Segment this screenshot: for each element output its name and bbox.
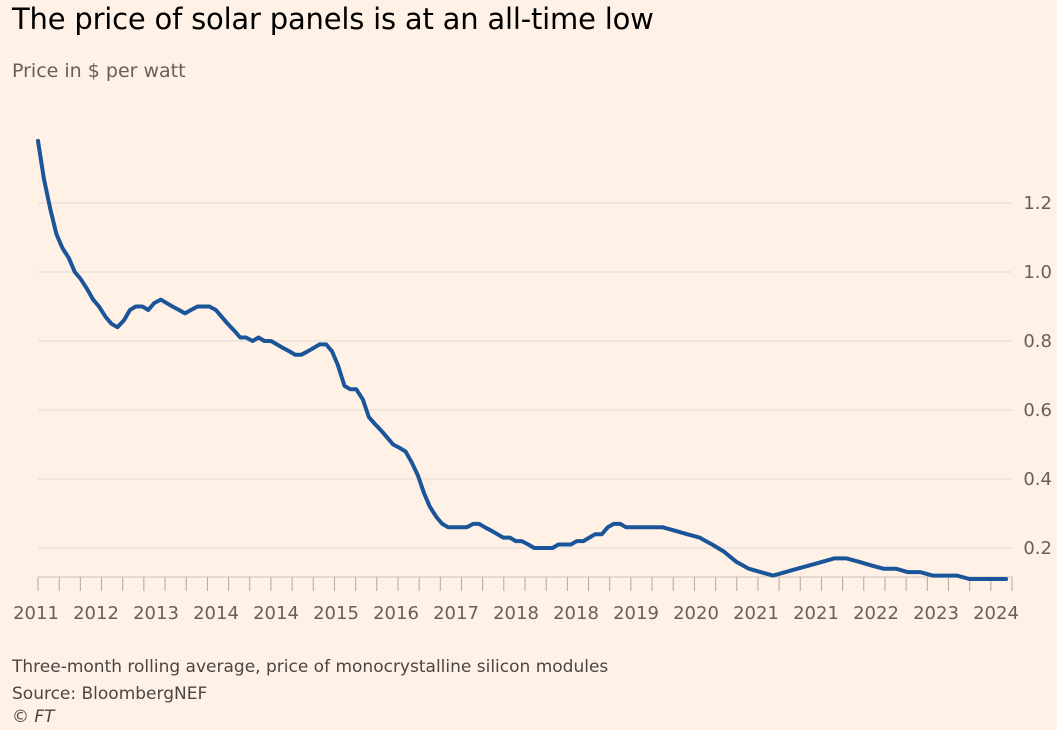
x-tick-label: 2018: [493, 603, 539, 624]
chart-copyright: © FT: [12, 707, 55, 727]
x-tick-label: 2021: [733, 603, 779, 624]
chart-subtitle: Price in $ per watt: [12, 60, 186, 82]
x-tick-label: 2013: [133, 603, 179, 624]
x-tick-label: 2014: [193, 603, 239, 624]
x-tick-label: 2023: [913, 603, 959, 624]
x-tick-label: 2020: [673, 603, 719, 624]
y-tick-label: 1.2: [1023, 193, 1052, 214]
x-tick-label: 2011: [13, 603, 59, 624]
x-tick-label: 2017: [433, 603, 479, 624]
x-tick-label: 2021: [793, 603, 839, 624]
y-tick-label: 0.6: [1023, 400, 1052, 421]
y-tick-label: 1.0: [1023, 262, 1052, 283]
y-tick-label: 0.2: [1023, 538, 1052, 559]
y-tick-label: 0.8: [1023, 331, 1052, 352]
chart-note: Three-month rolling average, price of mo…: [12, 657, 609, 677]
x-tick-label: 2012: [73, 603, 119, 624]
price-series-line: [36, 138, 1009, 581]
line-chart: 0.2 0.4 0.6 0.8 1.0 1.2 2011 2012 2013 2014 2014 20…: [13, 138, 1052, 624]
x-tick-label: 2024: [973, 603, 1019, 624]
y-tick-label: 0.4: [1023, 469, 1052, 490]
x-tick-label: 2022: [853, 603, 899, 624]
chart-title: The price of solar panels is at an all-t…: [12, 2, 654, 36]
x-tick-label: 2019: [613, 603, 659, 624]
x-tick-label: 2015: [313, 603, 359, 624]
x-tick-label: 2014: [253, 603, 299, 624]
x-tick-label: 2018: [553, 603, 599, 624]
chart-source: Source: BloombergNEF: [12, 684, 208, 704]
x-tick-label: 2016: [373, 603, 419, 624]
